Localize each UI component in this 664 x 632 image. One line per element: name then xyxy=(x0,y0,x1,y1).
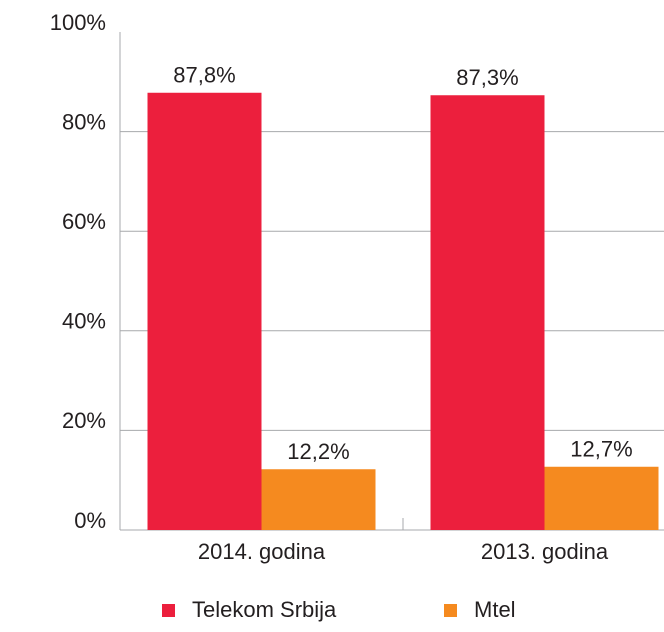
bar xyxy=(261,469,376,530)
legend-swatch xyxy=(444,604,457,617)
legend-swatch xyxy=(162,604,175,617)
y-tick-label: 80% xyxy=(62,109,106,134)
bar xyxy=(544,466,659,530)
y-tick-label: 60% xyxy=(62,209,106,234)
x-tick-label: 2014. godina xyxy=(198,539,326,564)
bar xyxy=(430,95,545,530)
bar xyxy=(147,92,262,531)
legend-label: Telekom Srbija xyxy=(192,597,337,622)
y-tick-label: 0% xyxy=(74,508,106,533)
value-label: 87,8% xyxy=(173,63,235,88)
legend-label: Mtel xyxy=(474,597,516,622)
y-tick-label: 20% xyxy=(62,408,106,433)
y-tick-label: 40% xyxy=(62,309,106,334)
value-label: 12,7% xyxy=(570,437,632,462)
y-tick-label: 100% xyxy=(50,10,106,35)
value-label: 87,3% xyxy=(456,65,518,90)
x-tick-label: 2013. godina xyxy=(481,539,609,564)
value-label: 12,2% xyxy=(287,439,349,464)
